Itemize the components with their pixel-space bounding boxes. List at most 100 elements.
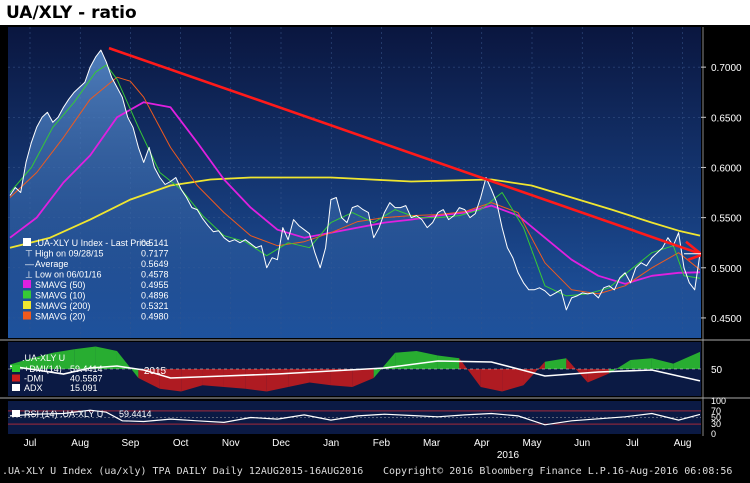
x-tick-label: Nov xyxy=(222,438,240,449)
footer-timestamp: 16-Aug-2016 06:08:56 xyxy=(612,466,733,477)
dmi-spread-segment xyxy=(544,358,567,369)
dmi-legend-label: ADX xyxy=(24,383,43,393)
dmi-spread-segment xyxy=(330,369,353,387)
footer-bar: .UA-XLY U Index (ua/xly) TPA DAILY Daily… xyxy=(0,462,750,483)
dmi-legend-swatch xyxy=(12,384,20,391)
legend-value: 0.7177 xyxy=(141,249,169,259)
trend-arrowhead xyxy=(685,240,701,261)
legend-glyph: — xyxy=(25,259,34,269)
legend-label: Average xyxy=(35,259,68,269)
dmi-spread-segment xyxy=(673,351,700,369)
rsi-legend-label: RSI (14) .UA-XLY U xyxy=(24,409,103,419)
legend-swatch xyxy=(23,280,31,288)
dmi-spread-segment xyxy=(416,351,438,369)
y-tick-label: 0.7000 xyxy=(711,63,742,74)
trend-line xyxy=(108,46,701,255)
dmi-legend-value: 15.091 xyxy=(70,383,98,393)
dmi-spread-segment xyxy=(181,369,203,392)
dmi-spread-segment xyxy=(202,369,224,387)
dmi-legend-value: 40.5587 xyxy=(70,374,103,384)
x-tick-label: Jul xyxy=(626,438,639,449)
dmi-spread-segment xyxy=(566,358,588,383)
legend-swatch xyxy=(23,238,31,246)
year-label: 2016 xyxy=(497,450,520,461)
dmi-spread-segment xyxy=(480,369,503,392)
legend-swatch xyxy=(23,301,31,309)
dmi-spread-segment xyxy=(74,346,96,369)
footer-copyright: Copyright© 2016 Bloomberg Finance L.P. xyxy=(383,466,612,477)
legend-value: 0.5321 xyxy=(141,301,169,311)
dmi-spread-segment xyxy=(52,349,75,369)
legend-value: 0.5141 xyxy=(141,238,169,248)
dmi-spread-segment xyxy=(245,369,267,392)
dmi-spread-segment xyxy=(651,358,674,369)
legend-label: Low on 06/01/16 xyxy=(35,270,102,280)
dmi-spread-segment xyxy=(609,360,631,374)
chart-title: UA/XLY - ratio xyxy=(6,3,137,23)
dmi-spread-segment xyxy=(502,369,524,392)
rsi-tick-label: 70 xyxy=(711,406,721,416)
y-tick-label: 0.6000 xyxy=(711,163,742,174)
legend-label: SMAVG (20) xyxy=(35,312,85,322)
legend-label: SMAVG (10) xyxy=(35,291,85,301)
dmi-spread-segment xyxy=(95,346,117,369)
x-tick-label: May xyxy=(523,438,542,449)
dmi-legend-swatch xyxy=(12,365,20,372)
legend-swatch xyxy=(23,290,31,299)
dmi-spread-segment xyxy=(31,352,53,369)
rsi-legend-value: 59.4414 xyxy=(119,409,152,419)
dmi-spread-segment xyxy=(159,369,182,392)
dmi-spread-segment xyxy=(459,358,481,387)
smavg200-line xyxy=(9,176,701,249)
dmi-spread-segment xyxy=(630,358,652,369)
legend-label: .UA-XLY U Index - Last Price xyxy=(35,238,151,248)
y-tick-label: 0.5000 xyxy=(711,264,742,275)
rsi-line xyxy=(9,409,701,426)
rsi-legend-swatch xyxy=(12,410,20,417)
rsi-tick-label: 50 xyxy=(711,413,721,423)
smavg10-line xyxy=(9,64,701,297)
title-bar: UA/XLY - ratio xyxy=(0,0,750,25)
dmi-legend-swatch xyxy=(12,374,20,382)
legend-label: SMAVG (200) xyxy=(35,301,90,311)
x-tick-label: Apr xyxy=(474,438,490,449)
adx-line xyxy=(9,360,701,382)
smavg20-line xyxy=(9,76,701,295)
price-line xyxy=(9,49,701,311)
x-tick-label: Aug xyxy=(674,438,692,449)
dmi-spread-segment xyxy=(223,369,246,389)
year-label: 2015 xyxy=(144,366,167,377)
legend-label: High on 09/28/15 xyxy=(35,249,104,259)
x-tick-label: Sep xyxy=(122,438,140,449)
footer-security-info: .UA-XLY U Index (ua/xly) TPA DAILY Daily… xyxy=(2,466,364,477)
legend-value: 0.5649 xyxy=(141,259,169,269)
legend-swatch xyxy=(23,311,31,320)
x-tick-label: Aug xyxy=(71,438,89,449)
y-tick-label: 0.5500 xyxy=(711,214,742,225)
x-tick-label: Jan xyxy=(323,438,339,449)
dmi-panel-title: .UA-XLY U xyxy=(22,353,65,363)
rsi-tick-label: 0 xyxy=(711,429,716,439)
rsi-tick-label: 30 xyxy=(711,419,721,429)
x-tick-label: Dec xyxy=(272,438,290,449)
dmi-spread-segment xyxy=(373,352,396,378)
legend-value: 0.4980 xyxy=(141,312,169,322)
y-tick-label: 0.4500 xyxy=(711,314,742,325)
x-tick-label: Feb xyxy=(373,438,391,449)
legend-label: SMAVG (50) xyxy=(35,280,85,290)
dmi-spread-segment xyxy=(352,369,374,387)
legend-glyph: ⊤ xyxy=(25,249,33,259)
price-area xyxy=(10,50,700,338)
y-tick-label: 0.6500 xyxy=(711,113,742,124)
rsi-tick-label: 100 xyxy=(711,396,726,406)
dmi-legend-label: -DMI xyxy=(24,374,44,384)
legend-glyph: ⊥ xyxy=(25,270,33,280)
dmi-spread-segment xyxy=(437,355,460,369)
legend-value: 0.4955 xyxy=(141,280,169,290)
x-tick-label: Jul xyxy=(24,438,37,449)
dmi-tick-label: 50 xyxy=(711,365,723,376)
legend-value: 0.4578 xyxy=(141,270,169,280)
x-tick-label: Oct xyxy=(173,438,189,449)
dmi-spread-segment xyxy=(116,351,139,378)
x-tick-label: Jun xyxy=(574,438,590,449)
